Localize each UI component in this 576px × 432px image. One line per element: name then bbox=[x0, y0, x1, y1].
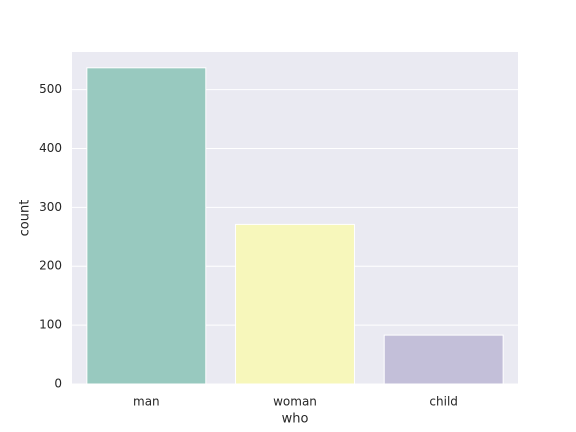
y-axis-label: count bbox=[18, 200, 33, 237]
y-tick-label: 500 bbox=[39, 82, 62, 96]
bar bbox=[235, 223, 355, 385]
x-tick-label: woman bbox=[273, 395, 317, 409]
bar bbox=[383, 334, 504, 385]
y-tick-label: 400 bbox=[39, 141, 62, 155]
x-axis-label: who bbox=[282, 412, 309, 427]
y-tick-label: 200 bbox=[39, 259, 62, 273]
x-tick-label: child bbox=[429, 395, 458, 409]
x-tick-label: man bbox=[133, 395, 160, 409]
y-tick-label: 300 bbox=[39, 200, 62, 214]
y-tick-label: 0 bbox=[54, 377, 62, 391]
y-tick-label: 100 bbox=[39, 318, 62, 332]
bar bbox=[86, 67, 207, 385]
